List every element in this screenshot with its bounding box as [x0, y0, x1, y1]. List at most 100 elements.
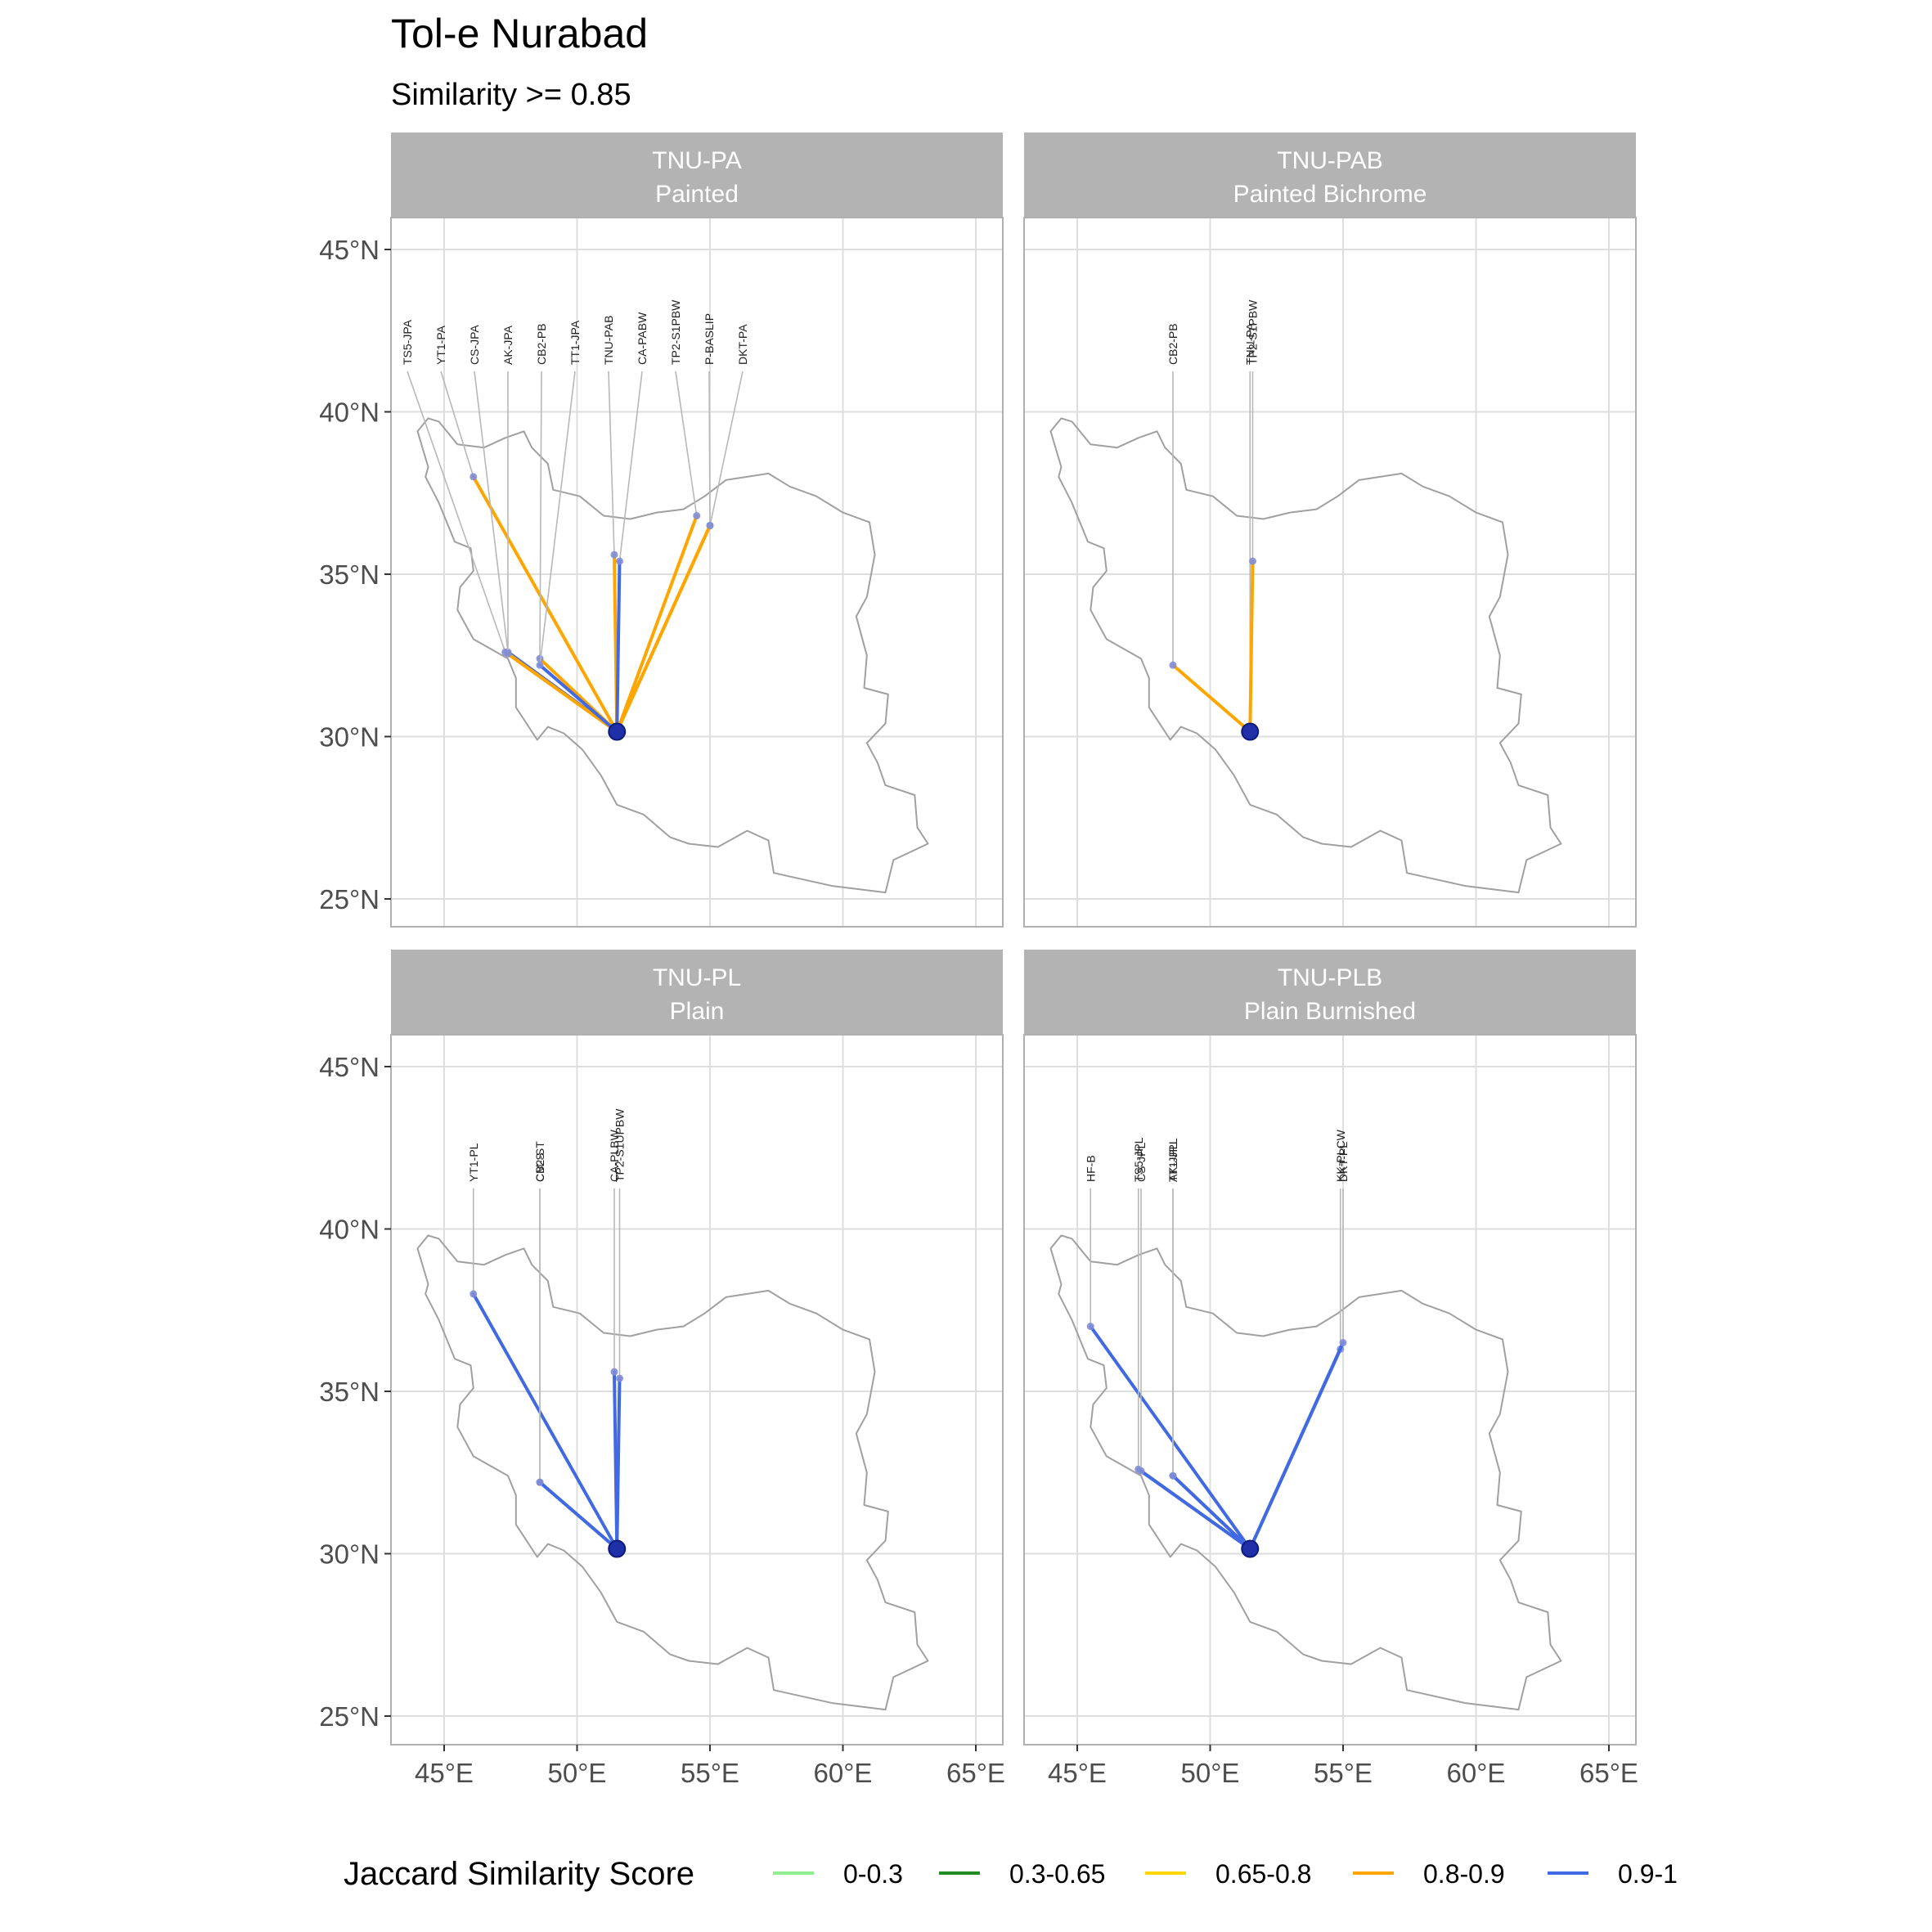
similarity-link — [538, 663, 619, 734]
site-label: YT1-PL — [467, 1143, 480, 1182]
label-leader-line — [539, 371, 542, 659]
site-point — [470, 1290, 478, 1298]
legend: Jaccard Similarity Score 0-0.3 0.3-0.65 0.6… — [344, 1856, 1678, 1892]
site-point — [1249, 557, 1256, 565]
facet-strip-code: TNU-PL — [653, 964, 741, 991]
facet-strip — [1024, 950, 1636, 1035]
legend-label: 0.3-0.65 — [1009, 1859, 1105, 1889]
y-tick-label: 30°N — [319, 1539, 380, 1570]
site-label: CA-PABW — [636, 312, 649, 365]
site-label: YT1-PA — [434, 325, 447, 365]
site-label: CM-S — [533, 1152, 546, 1182]
site-label: TP2-S1UPBW — [613, 1108, 627, 1182]
x-tick-label: 45°E — [1048, 1758, 1107, 1788]
site-point — [536, 661, 544, 669]
site-label: CS-JPA — [468, 325, 481, 365]
label-leader-line — [539, 371, 576, 666]
site-label: TNU-PA — [1243, 322, 1256, 365]
facet-strip — [391, 133, 1003, 218]
site-label: TNU-PAB — [602, 316, 615, 365]
facet-strip — [391, 950, 1003, 1035]
x-tick-label: 50°E — [548, 1758, 607, 1788]
country-outline — [1049, 1234, 1562, 1711]
origin-site-point — [608, 722, 627, 741]
label-leader-line — [709, 371, 744, 526]
site-point — [693, 512, 701, 520]
panel-background — [391, 218, 1003, 927]
label-leader-line — [474, 371, 509, 653]
site-label: P-BASLIP — [703, 313, 716, 365]
panel-background — [1024, 218, 1636, 927]
x-tick-label: 60°E — [814, 1758, 873, 1788]
y-tick-label: 35°N — [319, 559, 380, 590]
site-point — [470, 473, 478, 481]
panel-border — [1023, 217, 1637, 928]
country-outline — [416, 1234, 929, 1711]
site-label: CA-PLBW — [608, 1129, 621, 1182]
legend-title: Jaccard Similarity Score — [344, 1856, 694, 1892]
site-point — [504, 649, 512, 658]
site-label: TT1-JPL — [1166, 1138, 1179, 1182]
legend-label: 0-0.3 — [843, 1859, 903, 1889]
legend-label: 0.65-0.8 — [1215, 1859, 1311, 1889]
facet-panel-tnu-pa: TNU-PA Painted TS5-JPA YT1-PA CS-JPA AK-JPA CB… — [319, 133, 1004, 928]
country-outline — [1049, 417, 1562, 894]
x-tick-label: 50°E — [1181, 1758, 1240, 1788]
site-label: DKT-PL — [1337, 1142, 1350, 1182]
site-point — [536, 654, 544, 663]
site-label: DKT-PA — [736, 324, 749, 365]
similarity-link — [538, 1480, 619, 1551]
x-tick-label: 45°E — [415, 1758, 474, 1788]
similarity-link — [471, 474, 619, 734]
panel-background — [1024, 1035, 1636, 1745]
site-point — [1339, 1338, 1347, 1346]
y-tick-label: 45°N — [319, 1052, 380, 1082]
y-tick-label: 25°N — [319, 1701, 380, 1732]
similarity-link — [1089, 1324, 1252, 1551]
similarity-link — [1248, 1341, 1345, 1551]
facet-strip-name: Painted Bichrome — [1233, 181, 1427, 208]
y-tick-label: 25°N — [319, 884, 380, 914]
facet-strip-name: Plain — [670, 998, 725, 1025]
x-tick-label: 55°E — [1314, 1758, 1373, 1788]
similarity-link — [471, 1292, 619, 1551]
origin-site-point — [608, 1539, 627, 1558]
site-label: TS5-JPA — [401, 319, 414, 365]
label-leader-line — [407, 371, 506, 653]
site-point — [610, 1368, 618, 1376]
similarity-link — [506, 652, 619, 734]
similarity-link — [1139, 1469, 1252, 1551]
y-tick-label: 40°N — [319, 398, 380, 428]
site-point — [1169, 1471, 1177, 1480]
origin-site-point — [1241, 1539, 1260, 1558]
panel-border — [1023, 1034, 1637, 1746]
site-label: KK-PLCW — [1334, 1129, 1347, 1182]
x-tick-label: 55°E — [681, 1758, 739, 1788]
site-label: TT1-JPA — [568, 320, 582, 365]
panel-border — [390, 1034, 1004, 1746]
label-leader-line — [675, 371, 698, 516]
facet-strip-name: Painted — [655, 181, 739, 208]
x-tick-label: 65°E — [1579, 1758, 1638, 1788]
facet-strip-code: TNU-PLB — [1278, 964, 1382, 991]
chart-subtitle: Similarity >= 0.85 — [391, 78, 631, 112]
panel-background — [391, 1035, 1003, 1745]
y-tick-label: 45°N — [319, 235, 380, 265]
label-leader-line — [608, 371, 615, 555]
legend-label: 0.9-1 — [1618, 1859, 1678, 1889]
facet-panels: TNU-PA Painted TS5-JPA YT1-PA CS-JPA AK-JPA CB… — [319, 133, 1638, 1788]
similarity-link — [615, 514, 699, 734]
site-label: CB2-PB — [535, 323, 548, 365]
legend-label: 0.8-0.9 — [1423, 1859, 1505, 1889]
similarity-link — [1171, 663, 1252, 734]
site-point — [616, 557, 623, 565]
similarity-link — [1248, 559, 1255, 734]
label-leader-line — [440, 371, 474, 478]
site-point — [706, 521, 714, 529]
site-point — [1137, 1467, 1145, 1475]
site-label: CB2-PB — [1166, 323, 1179, 365]
site-point — [536, 1478, 544, 1486]
site-label: AK-JPA — [501, 325, 514, 365]
